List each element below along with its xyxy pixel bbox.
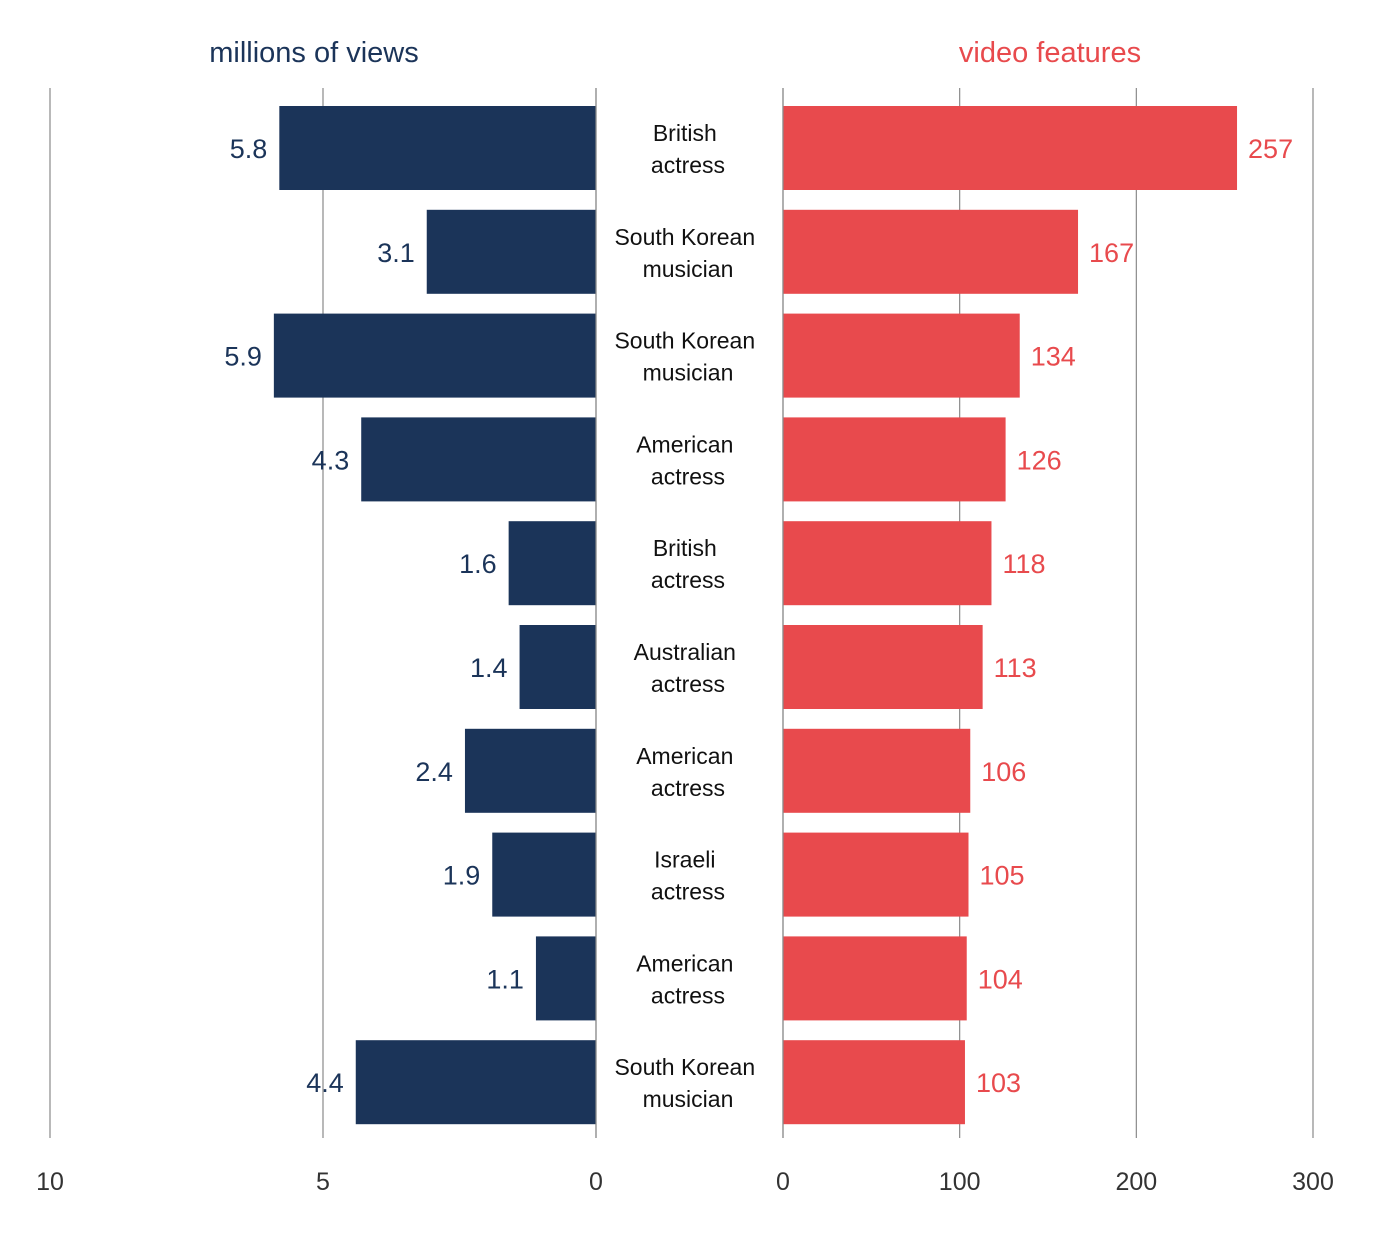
features-value-label-1: 257 (1248, 134, 1293, 164)
features-value-label-8: 105 (980, 861, 1025, 891)
category-label-4: American actress (636, 431, 740, 489)
views-value-label-7: 2.4 (415, 757, 453, 787)
views-value-label-1: 5.8 (230, 134, 268, 164)
category-label-5: British actress (651, 535, 725, 593)
features-bar-3 (783, 313, 1020, 398)
category-label-9: American actress (636, 950, 740, 1008)
features-bar-7 (783, 728, 971, 813)
views-bar-5 (508, 521, 596, 606)
left-tick-label-10: 10 (36, 1168, 64, 1196)
views-bar-6 (519, 625, 596, 709)
views-bar-2 (426, 209, 596, 294)
category-label-3: South Korean musician (614, 328, 761, 386)
views-bar-3 (273, 313, 596, 398)
features-value-label-9: 104 (978, 964, 1023, 994)
features-bar-8 (783, 832, 969, 917)
features-bar-2 (783, 209, 1079, 294)
views-bar-7 (464, 728, 596, 813)
right-tick-label-100: 100 (939, 1168, 981, 1196)
category-label-1: British actress (651, 120, 725, 178)
features-value-label-4: 126 (1017, 445, 1062, 475)
right-axis-title: video features (959, 37, 1141, 69)
views-value-label-4: 4.3 (312, 445, 350, 475)
views-value-label-9: 1.1 (486, 964, 524, 994)
views-value-label-6: 1.4 (470, 653, 508, 683)
views-bar-9 (535, 936, 596, 1021)
views-bar-10 (355, 1040, 596, 1125)
features-value-label-3: 134 (1031, 342, 1076, 372)
right-tick-label-300: 300 (1292, 1168, 1334, 1196)
features-value-label-6: 113 (994, 653, 1037, 683)
left-tick-label-0: 0 (589, 1168, 603, 1196)
features-bar-9 (783, 936, 967, 1021)
category-label-7: American actress (636, 743, 740, 801)
views-value-label-2: 3.1 (377, 238, 415, 268)
views-value-label-5: 1.6 (459, 549, 497, 579)
features-bar-6 (783, 625, 983, 709)
features-value-label-2: 167 (1089, 238, 1134, 268)
features-value-label-7: 106 (981, 757, 1026, 787)
views-value-label-3: 5.9 (224, 342, 262, 372)
views-value-label-10: 4.4 (306, 1068, 344, 1098)
left-axis-title: millions of views (209, 37, 419, 69)
left-tick-label-5: 5 (316, 1168, 330, 1196)
right-tick-label-200: 200 (1115, 1168, 1157, 1196)
features-bar-5 (783, 521, 992, 606)
views-bar-1 (279, 106, 596, 190)
views-bar-8 (492, 832, 596, 917)
right-tick-label-0: 0 (776, 1168, 790, 1196)
views-bar-4 (361, 417, 596, 502)
features-bar-1 (783, 106, 1238, 190)
bars (273, 88, 1238, 1138)
category-label-8: Israeli actress (651, 847, 725, 905)
features-bar-4 (783, 417, 1006, 502)
features-value-label-5: 118 (1002, 549, 1045, 579)
category-label-2: South Korean musician (614, 224, 761, 282)
category-label-10: South Korean musician (614, 1054, 761, 1112)
category-label-6: Australian actress (634, 639, 743, 697)
views-value-label-8: 1.9 (443, 861, 481, 891)
features-bar-10 (783, 1040, 965, 1125)
features-value-label-10: 103 (976, 1068, 1021, 1098)
